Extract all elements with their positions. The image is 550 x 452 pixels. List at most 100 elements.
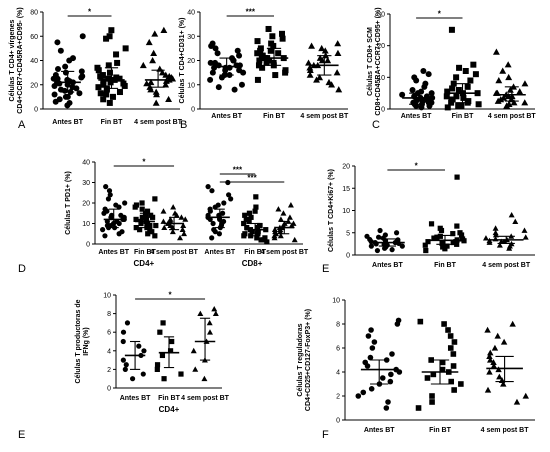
data-point-circle [104,222,110,229]
data-point-triangle [169,228,176,235]
data-point-square [458,102,465,109]
y-tick-label: 0 [346,253,350,260]
y-axis-label-line: CD8+CD45RA+CCR7+CD95+ (%) [375,7,382,115]
data-point-square [259,52,266,59]
data-point-triangle [277,232,284,239]
data-point-square [100,96,107,103]
data-point-square [106,33,113,40]
data-point-circle [379,375,386,381]
data-point-circle [425,71,432,78]
data-point-square [107,79,114,86]
data-point-square [257,222,263,229]
x-tick-label: 4 sem post BT [481,427,530,434]
data-point-triangle [490,359,497,365]
data-point-square [133,202,140,208]
data-point-square [428,221,435,227]
data-point-triangle [172,210,178,216]
data-point-triangle [509,320,516,327]
data-point-triangle [306,64,314,71]
data-point-circle [79,73,86,80]
y-tick-label: 2 [107,367,111,374]
data-point-square [103,91,110,98]
data-point-circle [122,366,128,372]
group-label: CD8+ [242,259,263,268]
y-tick-label: 20 [342,164,350,171]
data-point-circle [389,247,395,253]
data-point-square [450,239,456,246]
data-point-triangle [170,204,177,210]
data-point-circle [207,206,213,212]
data-point-square [456,64,463,71]
data-point-square [122,45,129,52]
data-point-triangle [190,347,197,354]
data-point-square [269,33,276,40]
data-point-circle [57,47,64,54]
data-point-triangle [333,69,341,76]
data-point-triangle [277,216,284,222]
data-point-square [275,50,282,57]
data-point-square [169,338,175,345]
data-point-triangle [179,226,186,233]
data-point-square [448,378,455,385]
data-point-circle [385,399,391,405]
data-point-triangle [482,235,489,241]
data-point-square [453,93,460,100]
data-point-square [443,93,450,100]
data-point-circle [103,184,109,190]
significance-label: * [415,162,419,171]
chart-panel-e1: 0 5 10 15 20 Células T CD4+Ki67+ (%) Antes BT F… [322,162,535,275]
y-tick-label: 40 [82,160,90,167]
data-point-square [454,241,460,247]
y-tick-label: 40 [187,10,195,17]
panel-label: B [180,119,187,131]
data-point-square [448,26,455,33]
data-point-square [429,399,435,405]
data-point-circle [411,74,418,81]
y-axis-label-line: Células T CD4+Ki67+ (%) [328,169,335,252]
y-tick-label: 10 [82,221,90,228]
data-point-circle [234,47,241,54]
data-point-circle [367,354,374,361]
panel-label: E [18,429,25,441]
x-tick-label: Antes BT [52,119,83,126]
data-point-circle [395,317,402,324]
data-point-circle [54,39,61,46]
data-point-square [252,208,258,214]
y-axis-label-line: Células T CD4+ vírgenes [9,19,16,101]
data-point-square [103,35,110,42]
data-point-triangle [212,310,219,316]
y-axis-label-line: Células T PD1+ (%) [65,171,72,235]
data-point-circle [368,327,374,333]
y-axis-label: Células T productoras deIFNg (%) [75,299,90,383]
series-square [422,174,467,254]
x-axis-label: CD4+ [159,405,180,414]
y-tick-label: 30 [377,12,385,19]
data-point-circle [69,55,76,62]
data-point-triangle [499,67,507,74]
data-point-square [423,247,429,254]
y-axis-label: Células T reguladorasCD4+CD25+CD127-FoxP… [297,309,312,411]
y-axis-label-line: Células T CD8+ SCM [367,27,374,96]
data-point-triangle [508,211,515,218]
y-tick-label: 60 [30,34,38,41]
y-axis-label: Células T CD4+ vírgenesCD4+CCR7+CD45RA+C… [9,7,24,113]
data-point-square [264,239,270,245]
data-point-triangle [156,65,164,72]
chart-panel-d: 0 10 20 30 40 Células T PD1+ (%) Antes BT Fin B… [18,158,309,276]
data-point-square [161,376,167,382]
data-point-square [116,89,123,96]
data-point-circle [113,202,119,208]
data-point-circle [120,338,126,345]
data-point-triangle [492,229,499,236]
data-point-square [100,78,107,85]
data-point-circle [364,233,370,239]
data-point-square [282,67,289,74]
y-tick-label: 10 [342,208,350,215]
data-point-square [144,208,151,214]
data-point-circle [62,63,69,70]
data-point-triangle [287,202,294,208]
data-point-square [253,204,259,210]
data-point-circle [57,86,64,93]
data-point-square [139,206,145,212]
data-point-circle [409,87,416,93]
